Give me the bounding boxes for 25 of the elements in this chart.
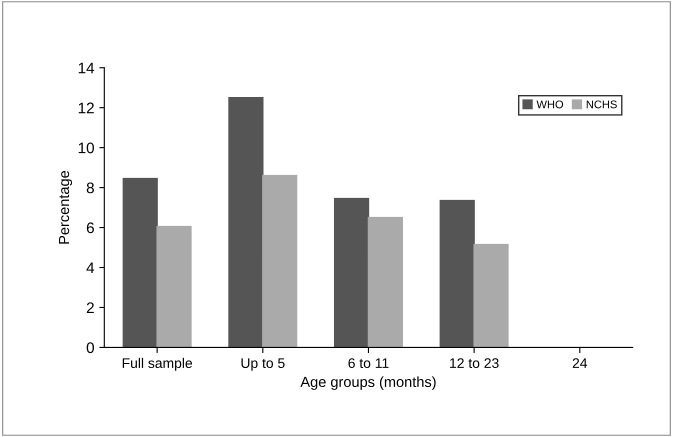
y-tick-label: 14 (78, 62, 94, 74)
legend-label: WHO (536, 100, 564, 108)
y-tick-label: 8 (86, 182, 94, 194)
bar (440, 200, 475, 348)
bar (156, 226, 192, 348)
x-tick-label: Up to 5 (241, 358, 285, 371)
bar (262, 174, 298, 348)
x-tick-label: Full sample (122, 358, 192, 371)
bar (368, 216, 403, 348)
y-tick-label: 0 (86, 342, 94, 354)
x-tick-label: 12 to 23 (450, 358, 499, 368)
bar (122, 178, 158, 348)
bar (228, 97, 264, 348)
x-tick-label: 24 (572, 358, 588, 368)
legend-label: NCHS (586, 100, 617, 108)
y-tick-label: 10 (78, 142, 94, 154)
x-axis-title: Age groups (months) (300, 376, 436, 390)
bar (473, 244, 509, 348)
y-tick-label: 4 (86, 262, 94, 274)
y-tick-label: 6 (86, 222, 94, 234)
y-axis-title: Percentage (58, 170, 72, 244)
bar (334, 198, 370, 348)
y-tick-label: 2 (86, 302, 94, 313)
x-tick-label: 6 to 11 (348, 358, 389, 368)
y-tick-label: 12 (78, 102, 94, 114)
